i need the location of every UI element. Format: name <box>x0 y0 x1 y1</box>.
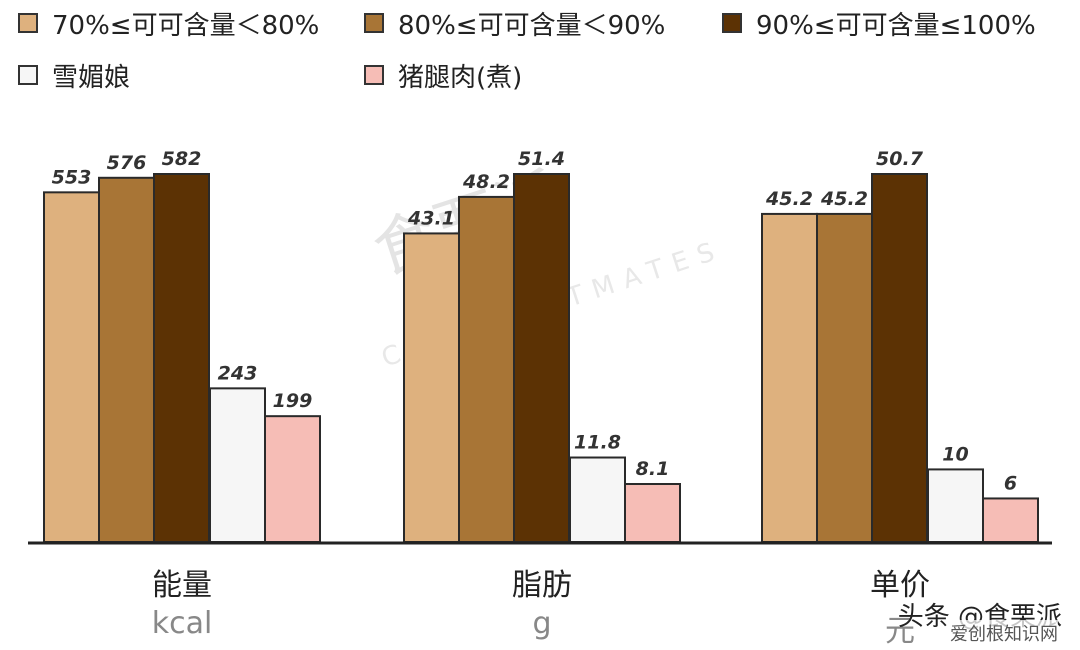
bar-1-1 <box>43 191 100 544</box>
data-label-2-2: 48.2 <box>462 171 510 193</box>
bar-2-2 <box>458 195 515 544</box>
legend-swatch <box>18 13 38 33</box>
data-label-3-4: 10 <box>942 443 968 465</box>
data-label-1-1: 553 <box>52 166 92 188</box>
bar-3-4 <box>927 468 984 543</box>
bar-2-1 <box>403 232 460 543</box>
legend-item-4: 雪媚娘 <box>18 60 130 93</box>
data-label-2-4: 11.8 <box>574 432 621 454</box>
legend-label: 80%≤可可含量＜90% <box>398 10 666 41</box>
legend-item-5: 猪腿肉(煮) <box>364 60 522 93</box>
legend-swatch <box>722 13 742 33</box>
legend-label: 猪腿肉(煮) <box>398 62 523 93</box>
bar-2-4 <box>569 456 626 544</box>
bar-3-5 <box>982 497 1039 544</box>
bar-3-2 <box>816 212 873 543</box>
bar-3-3 <box>871 173 928 543</box>
data-label-3-5: 6 <box>1004 472 1017 494</box>
bar-1-2 <box>98 176 155 543</box>
bar-3-1 <box>761 212 818 543</box>
legend-swatch <box>364 65 384 85</box>
bar-1-3 <box>153 173 210 543</box>
category-label-2: 脂肪 <box>512 568 572 603</box>
data-label-1-5: 199 <box>273 390 313 412</box>
data-label-3-1: 45.2 <box>765 188 813 210</box>
unit-label-3: 元 <box>885 614 915 649</box>
unit-label-1: kcal <box>151 606 213 641</box>
bar-2-5 <box>624 483 681 543</box>
legend-swatch <box>18 65 38 85</box>
bar-1-4 <box>209 387 266 544</box>
category-label-1: 能量 <box>152 568 212 603</box>
legend-label: 70%≤可可含量＜80% <box>52 10 320 41</box>
legend-label: 90%≤可可含量≤100% <box>756 10 1036 41</box>
bar-2-3 <box>513 173 570 543</box>
legend-swatch <box>364 13 384 33</box>
category-label-3: 单价 <box>870 568 930 603</box>
bar-1-5 <box>264 415 321 543</box>
legend-item-3: 90%≤可可含量≤100% <box>722 8 1036 41</box>
data-label-3-2: 45.2 <box>820 188 868 210</box>
data-label-1-3: 582 <box>162 148 202 170</box>
legend-item-1: 70%≤可可含量＜80% <box>18 8 319 41</box>
legend-label: 雪媚娘 <box>52 62 131 93</box>
legend-item-2: 80%≤可可含量＜90% <box>364 8 665 41</box>
data-label-2-3: 51.4 <box>518 148 565 170</box>
data-label-2-5: 8.1 <box>636 458 670 480</box>
data-label-1-2: 576 <box>107 152 147 174</box>
data-label-1-4: 243 <box>218 362 258 384</box>
data-label-2-1: 43.1 <box>407 207 455 229</box>
credit-subtext: 爱创根知识网 <box>950 620 1058 646</box>
data-label-3-3: 50.7 <box>876 148 924 170</box>
unit-label-2: g <box>532 606 552 641</box>
